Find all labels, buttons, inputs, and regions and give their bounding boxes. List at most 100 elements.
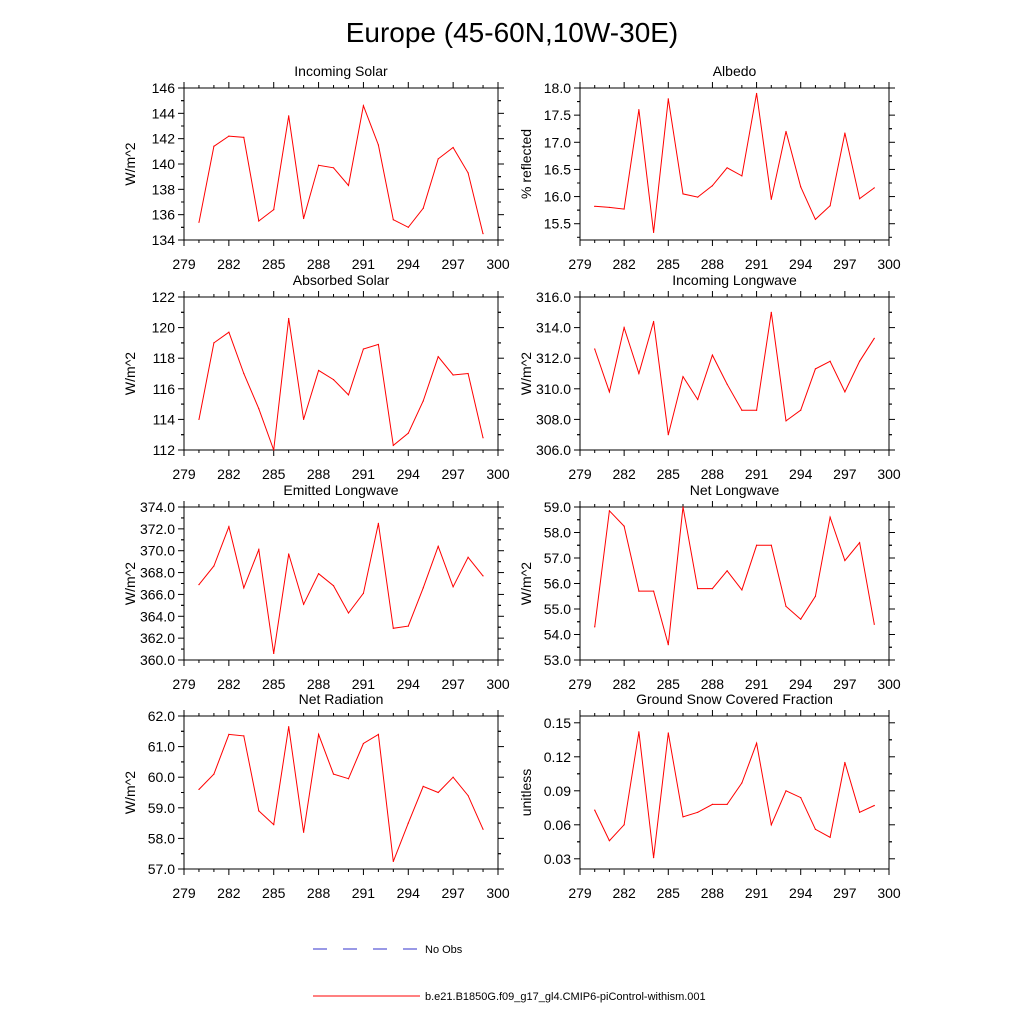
chart-title: Albedo	[713, 63, 757, 79]
data-point	[623, 327, 625, 329]
data-point	[785, 605, 787, 608]
y-tick-label: 368.0	[140, 565, 175, 581]
data-point	[392, 860, 394, 862]
data-point	[377, 733, 379, 735]
data-point	[711, 803, 714, 806]
data-point	[317, 164, 320, 166]
x-tick-label: 279	[172, 885, 196, 901]
x-tick-label: 297	[441, 466, 465, 482]
y-tick-label: 17.0	[544, 134, 571, 150]
data-point	[682, 816, 684, 818]
x-tick-label: 294	[397, 256, 421, 272]
y-tick-label: 144	[152, 105, 176, 121]
data-point	[422, 400, 424, 402]
y-axis-label: % reflected	[518, 129, 534, 199]
data-point	[726, 803, 728, 806]
plot-frame	[579, 506, 890, 661]
data-point	[362, 592, 365, 594]
x-tick-label: 279	[568, 676, 592, 692]
y-tick-label: 118	[153, 350, 176, 366]
data-point	[288, 317, 290, 320]
y-tick-label: 140	[152, 156, 176, 172]
data-point	[437, 158, 439, 160]
x-tick-label: 285	[262, 885, 286, 901]
chart-panel: Incoming Longwave W/m^2 279 282 285 288 291 294…	[518, 272, 901, 482]
x-tick-label: 297	[441, 885, 465, 901]
x-tick-label: 282	[217, 466, 241, 482]
x-tick-label: 294	[789, 466, 813, 482]
data-point	[785, 420, 787, 422]
data-point	[741, 589, 743, 591]
x-tick-label: 294	[789, 256, 813, 272]
chart-panels: Incoming Solar W/m^2 279 282 285 288 291 294 297…	[122, 63, 901, 901]
chart-panel: Absorbed Solar W/m^2 279 282 285 288 291 294 297…	[122, 272, 510, 482]
data-point	[303, 217, 305, 220]
data-point	[288, 115, 290, 117]
x-tick-label: 294	[397, 676, 421, 692]
data-point	[243, 735, 245, 737]
data-point	[482, 233, 484, 235]
x-tick-label: 294	[397, 885, 421, 901]
chart-panel: Albedo % reflected 279 282 285 288 291 294 297 30…	[518, 63, 901, 272]
data-point	[467, 372, 469, 375]
x-tick-label: 291	[745, 256, 769, 272]
x-tick-label: 297	[441, 256, 465, 272]
data-point	[407, 432, 409, 434]
x-tick-label: 291	[352, 256, 376, 272]
data-point	[467, 172, 469, 174]
y-tick-label: 120	[152, 320, 176, 336]
y-tick-label: 57.0	[148, 861, 175, 877]
x-tick-label: 285	[657, 466, 681, 482]
y-tick-label: 316.0	[536, 289, 571, 305]
x-tick-label: 279	[568, 466, 592, 482]
data-point	[243, 136, 245, 138]
data-point	[755, 92, 758, 95]
data-point	[377, 144, 379, 146]
plot-frame	[579, 87, 890, 241]
data-point	[392, 627, 394, 629]
y-tick-label: 360.0	[140, 652, 175, 668]
y-tick-label: 58.0	[544, 525, 571, 541]
y-tick-label: 18.0	[544, 80, 571, 96]
data-point	[482, 828, 484, 830]
plot-frame	[183, 296, 499, 451]
x-tick-label: 279	[172, 466, 196, 482]
x-tick-label: 300	[877, 466, 901, 482]
data-point	[844, 761, 846, 764]
x-tick-label: 285	[262, 256, 286, 272]
y-tick-label: 372.0	[140, 521, 175, 537]
data-point	[213, 565, 215, 567]
data-point	[452, 586, 454, 588]
legend: No Obs b.e21.B1850G.f09_g17_gl4.CMIP6-pi…	[313, 944, 706, 1003]
x-tick-label: 294	[397, 466, 421, 482]
data-point	[347, 612, 350, 614]
y-tick-label: 134	[152, 232, 176, 248]
y-tick-label: 366.0	[140, 586, 175, 602]
data-point	[844, 559, 846, 562]
data-point	[288, 553, 290, 555]
data-point	[726, 570, 728, 572]
y-tick-label: 374.0	[140, 499, 175, 515]
data-point	[437, 791, 439, 794]
x-tick-label: 294	[789, 885, 813, 901]
data-point	[829, 836, 831, 838]
data-point	[332, 585, 335, 587]
data-point	[844, 132, 846, 134]
data-point	[858, 811, 861, 813]
x-tick-label: 288	[701, 676, 725, 692]
y-axis-label: W/m^2	[122, 771, 138, 814]
x-tick-label: 300	[486, 676, 510, 692]
plot-frame	[183, 506, 499, 661]
data-point	[228, 135, 230, 137]
data-point	[873, 804, 875, 807]
data-point	[198, 788, 200, 791]
x-tick-label: 288	[307, 466, 331, 482]
data-point	[467, 794, 469, 797]
data-point	[623, 208, 625, 210]
data-point	[392, 219, 394, 221]
data-point	[873, 623, 875, 625]
data-point	[347, 184, 350, 187]
data-point	[228, 331, 230, 333]
data-point	[608, 391, 611, 393]
data-point	[213, 342, 215, 344]
